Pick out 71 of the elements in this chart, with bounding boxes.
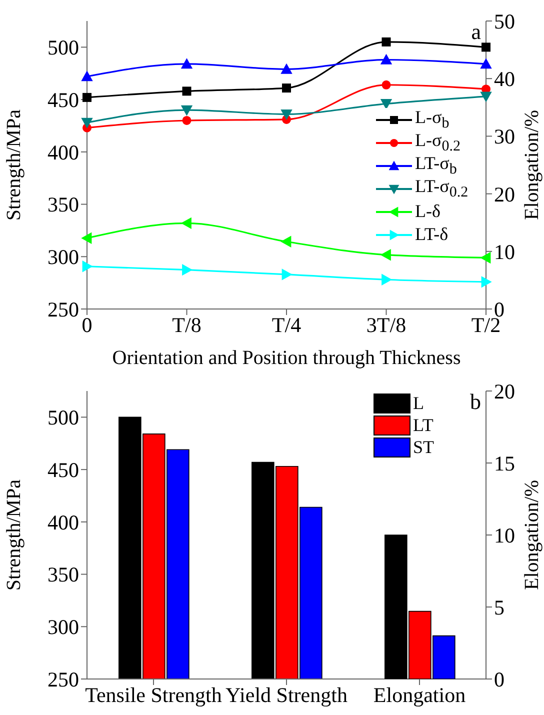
- point: [81, 118, 93, 128]
- y-tick-label: 250: [48, 667, 79, 692]
- point: [282, 268, 292, 280]
- point: [482, 42, 490, 52]
- point: [382, 37, 391, 46]
- y2-tick-label: 50: [494, 9, 515, 34]
- y2-tick-label: 10: [494, 523, 515, 548]
- x-tick-label: Elongation: [373, 682, 466, 707]
- legend-label: L-σ$_{0.2}$: [415, 130, 460, 154]
- legend-label: LT-σ$_{b}$: [415, 152, 457, 178]
- point: [180, 217, 192, 230]
- point: [182, 86, 192, 96]
- y2-tick-label: 15: [494, 451, 515, 476]
- y2-tick-label: 0: [494, 667, 504, 692]
- y-tick-label: 350: [48, 562, 79, 587]
- point: [182, 264, 193, 276]
- x-tick-label: T/4: [272, 312, 302, 337]
- y-tick-label: 450: [48, 458, 79, 482]
- y2-axis-title: Elongation/%: [521, 480, 543, 590]
- x-tick-label: T/8: [172, 312, 202, 337]
- point: [82, 260, 93, 272]
- y2-tick-label: 20: [494, 182, 515, 206]
- point: [480, 58, 492, 69]
- point: [480, 92, 492, 102]
- point: [481, 276, 492, 288]
- legend-label: L-σ$_{b}$: [415, 106, 450, 132]
- y-tick-label: 300: [48, 615, 79, 640]
- x-axis-title: Orientation and Position through Thickness: [112, 347, 461, 369]
- point: [382, 80, 391, 90]
- point: [280, 63, 292, 74]
- y-tick-label: 400: [48, 140, 79, 164]
- x-tick-label: 0: [82, 312, 92, 337]
- x-tick-label: 3T/8: [366, 312, 406, 337]
- legend-label: LT: [413, 414, 434, 436]
- y-axis-title: Strength/MPa: [3, 479, 25, 591]
- y-tick-label: 500: [48, 36, 79, 60]
- y2-tick-label: 5: [494, 595, 504, 620]
- y-axis-title: Strength/MPa: [3, 109, 25, 221]
- y2-tick-label: 10: [494, 240, 515, 264]
- y2-tick-label: 40: [494, 67, 515, 92]
- y2-axis-title: Elongation/%: [521, 110, 543, 220]
- legend-label: LT-σ$_{0.2}$: [415, 176, 468, 202]
- legend-label: LT-δ: [415, 224, 448, 245]
- y-tick-label: 400: [48, 510, 79, 534]
- y-tick-label: 500: [48, 406, 79, 430]
- point: [280, 110, 292, 120]
- x-tick-label: Tensile Strength: [85, 682, 222, 707]
- point: [180, 58, 193, 69]
- legend-label: L-δ: [415, 201, 440, 222]
- y-tick-label: 350: [48, 192, 79, 217]
- y-tick-label: 300: [48, 245, 79, 270]
- y-tick-label: 250: [48, 297, 79, 322]
- point: [380, 249, 391, 261]
- annotation: a: [471, 19, 482, 44]
- point: [380, 54, 392, 64]
- legend-label: ST: [413, 436, 434, 458]
- y2-tick-label: 20: [494, 379, 515, 404]
- point: [81, 70, 93, 82]
- legend-label: L: [413, 392, 424, 414]
- y-tick-label: 450: [48, 88, 79, 112]
- point: [81, 232, 92, 244]
- y2-tick-label: 30: [494, 124, 515, 149]
- annotation: b: [470, 389, 481, 414]
- x-tick-label: Yield Strength: [226, 682, 348, 707]
- point: [180, 105, 193, 116]
- point: [280, 236, 292, 248]
- point: [82, 92, 92, 102]
- point: [480, 252, 491, 264]
- point: [282, 84, 291, 93]
- point: [382, 274, 392, 286]
- point: [182, 116, 192, 125]
